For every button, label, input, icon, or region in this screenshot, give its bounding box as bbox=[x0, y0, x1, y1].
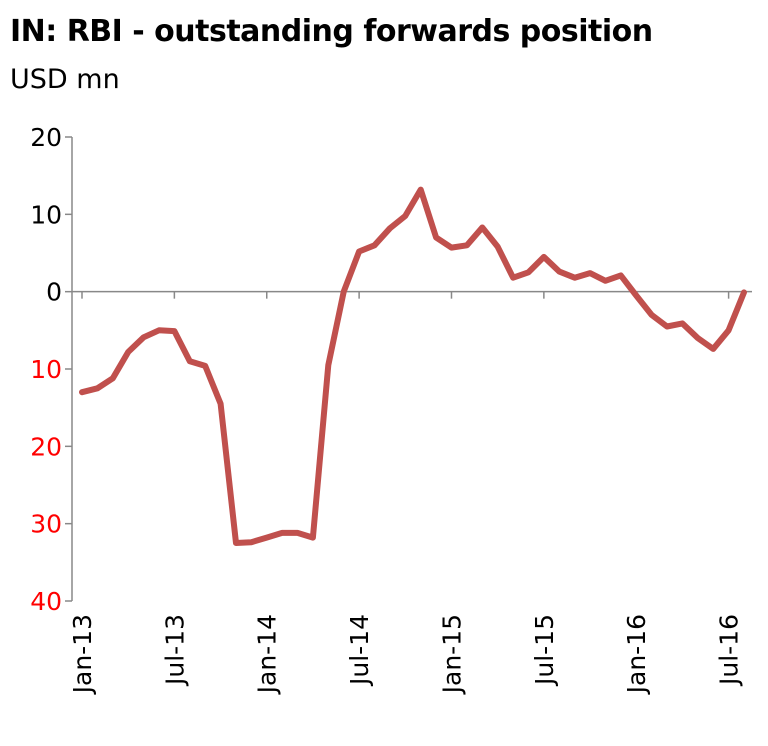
x-tick-label: Jan-13 bbox=[68, 614, 97, 695]
x-tick-label: Jul-13 bbox=[160, 614, 189, 687]
chart-unit-label: USD mn bbox=[10, 64, 120, 95]
x-tick-label: Jan-16 bbox=[622, 614, 651, 695]
x-tick-label: Jul-16 bbox=[715, 614, 744, 687]
y-tick-label: 10 bbox=[30, 355, 62, 384]
series-line bbox=[79, 186, 747, 546]
y-tick-label: 10 bbox=[30, 200, 62, 229]
x-tick-label: Jul-15 bbox=[530, 614, 559, 687]
y-tick-label: 40 bbox=[30, 587, 62, 616]
y-tick-label: 20 bbox=[30, 432, 62, 461]
x-tick-label: Jul-14 bbox=[345, 614, 374, 687]
x-tick-label: Jan-14 bbox=[253, 614, 282, 695]
y-tick-label: 0 bbox=[46, 278, 62, 307]
x-tick-label: Jan-15 bbox=[437, 614, 466, 695]
y-tick-label: 20 bbox=[30, 123, 62, 152]
y-tick-label: 30 bbox=[30, 510, 62, 539]
chart-title: IN: RBI - outstanding forwards position bbox=[10, 14, 653, 49]
